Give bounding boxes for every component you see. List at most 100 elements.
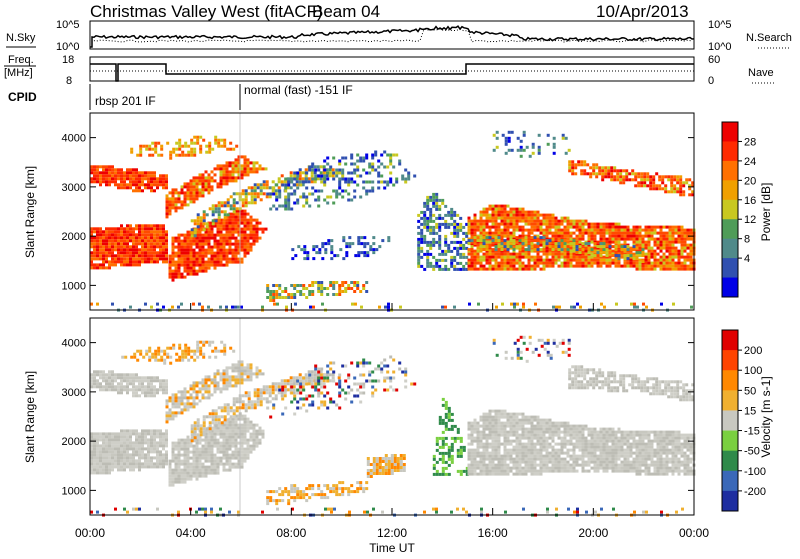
data-cell bbox=[266, 290, 269, 293]
data-cell bbox=[423, 202, 426, 205]
data-cell bbox=[272, 284, 275, 287]
data-cell bbox=[126, 435, 129, 438]
data-cell bbox=[483, 223, 486, 226]
data-cell bbox=[483, 211, 486, 214]
data-cell bbox=[321, 303, 324, 306]
data-cell bbox=[223, 369, 226, 372]
data-cell bbox=[567, 226, 570, 229]
data-cell bbox=[519, 256, 522, 259]
data-cell bbox=[567, 245, 570, 248]
data-cell bbox=[175, 466, 178, 469]
data-cell bbox=[178, 255, 181, 258]
data-cell bbox=[543, 242, 546, 245]
data-cell bbox=[135, 385, 138, 388]
data-cell bbox=[678, 268, 681, 271]
data-cell bbox=[241, 249, 244, 252]
data-cell bbox=[114, 233, 117, 236]
data-cell bbox=[187, 463, 190, 466]
data-cell bbox=[120, 227, 123, 230]
data-cell bbox=[141, 444, 144, 447]
data-cell bbox=[212, 412, 215, 415]
data-cell bbox=[266, 388, 269, 391]
data-cell bbox=[166, 209, 169, 212]
data-cell bbox=[600, 229, 603, 232]
data-cell bbox=[537, 235, 540, 238]
data-cell bbox=[663, 226, 666, 229]
data-cell bbox=[194, 430, 197, 433]
data-cell bbox=[690, 229, 693, 232]
data-cell bbox=[111, 432, 114, 435]
data-cell bbox=[117, 468, 120, 471]
data-cell bbox=[561, 220, 564, 223]
data-cell bbox=[126, 248, 129, 251]
data-cell bbox=[483, 245, 486, 248]
data-cell bbox=[513, 256, 516, 259]
data-cell bbox=[480, 226, 483, 229]
data-cell bbox=[108, 165, 111, 168]
data-cell bbox=[165, 251, 168, 254]
data-cell bbox=[588, 262, 591, 265]
data-cell bbox=[326, 157, 329, 160]
data-cell bbox=[633, 245, 636, 248]
data-cell bbox=[235, 463, 238, 466]
data-cell bbox=[567, 217, 570, 220]
data-cell bbox=[685, 178, 688, 181]
data-cell bbox=[323, 181, 326, 184]
data-cell bbox=[241, 381, 244, 384]
data-cell bbox=[504, 265, 507, 268]
data-cell bbox=[504, 262, 507, 265]
data-cell bbox=[492, 214, 495, 217]
data-cell bbox=[417, 262, 420, 265]
data-cell bbox=[327, 242, 330, 245]
data-cell bbox=[105, 227, 108, 230]
data-cell bbox=[438, 244, 441, 247]
data-cell bbox=[159, 456, 162, 459]
data-cell bbox=[218, 201, 221, 204]
data-cell bbox=[220, 243, 223, 246]
data-cell bbox=[552, 306, 555, 309]
data-cell bbox=[159, 388, 162, 391]
data-cell bbox=[120, 453, 123, 456]
data-cell bbox=[120, 373, 123, 376]
data-cell bbox=[604, 169, 607, 172]
data-cell bbox=[504, 220, 507, 223]
beam-label: Beam 04 bbox=[312, 2, 380, 21]
data-cell bbox=[191, 439, 194, 442]
data-cell bbox=[513, 239, 516, 242]
data-cell bbox=[324, 242, 327, 245]
data-cell bbox=[347, 172, 350, 175]
data-cell bbox=[353, 172, 356, 175]
data-cell bbox=[350, 281, 353, 284]
data-cell bbox=[154, 148, 157, 151]
data-cell bbox=[120, 177, 123, 180]
data-cell bbox=[229, 234, 232, 237]
data-cell bbox=[356, 169, 359, 172]
data-cell bbox=[648, 265, 651, 268]
station-title: Christmas Valley West (fitACF) bbox=[90, 2, 323, 21]
data-cell bbox=[651, 235, 654, 238]
data-cell bbox=[447, 250, 450, 253]
data-cell bbox=[244, 170, 247, 173]
data-cell bbox=[619, 169, 622, 172]
data-cell bbox=[233, 412, 236, 415]
data-cell bbox=[208, 375, 211, 378]
data-cell bbox=[250, 363, 253, 366]
data-cell bbox=[108, 450, 111, 453]
data-cell bbox=[688, 193, 691, 196]
data-cell bbox=[648, 241, 651, 244]
data-cell bbox=[172, 203, 175, 206]
data-cell bbox=[610, 175, 613, 178]
data-cell bbox=[531, 223, 534, 226]
data-cell bbox=[102, 465, 105, 468]
data-cell bbox=[543, 223, 546, 226]
data-cell bbox=[235, 381, 238, 384]
data-cell bbox=[196, 381, 199, 384]
data-cell bbox=[669, 232, 672, 235]
data-cell bbox=[241, 439, 244, 442]
data-cell bbox=[190, 200, 193, 203]
data-cell bbox=[196, 185, 199, 188]
data-cell bbox=[498, 256, 501, 259]
data-cell bbox=[619, 175, 622, 178]
data-cell bbox=[184, 276, 187, 279]
data-cell bbox=[690, 306, 693, 309]
